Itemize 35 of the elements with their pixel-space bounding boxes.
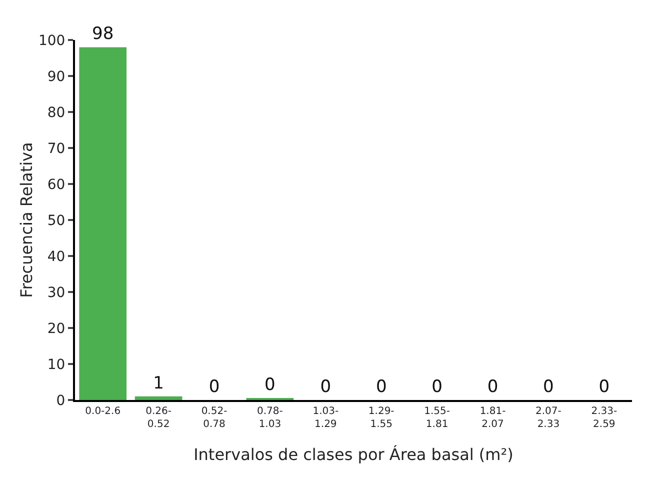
y-tick-label: 100 bbox=[38, 32, 66, 49]
data-label: 0 bbox=[376, 377, 387, 397]
bar bbox=[134, 396, 182, 400]
data-label: 98 bbox=[92, 24, 114, 44]
data-label: 0 bbox=[543, 377, 554, 397]
data-label: 0 bbox=[320, 377, 332, 397]
x-tick-label: 0.0-2.6 bbox=[85, 406, 121, 417]
x-tick-label: 2.07- 2.33 bbox=[536, 406, 562, 430]
data-label: 0 bbox=[487, 377, 498, 397]
data-label: 0 bbox=[598, 377, 610, 397]
data-label: 1 bbox=[153, 373, 164, 394]
data-label: 0 bbox=[208, 377, 220, 397]
data-label: 0 bbox=[432, 377, 442, 397]
y-tick-label: 90 bbox=[47, 68, 66, 85]
y-tick-label: 0 bbox=[56, 392, 66, 409]
y-tick-label: 20 bbox=[47, 320, 66, 337]
x-tick-label: 0.52- 0.78 bbox=[201, 406, 228, 430]
x-tick-label: 0.26- 0.52 bbox=[146, 406, 172, 430]
y-tick-label: 40 bbox=[47, 248, 66, 265]
x-tick-label: 1.55- 1.81 bbox=[424, 406, 450, 430]
y-tick-label: 70 bbox=[47, 140, 66, 157]
data-label: 0 bbox=[264, 375, 276, 395]
bar bbox=[79, 47, 127, 400]
y-tick-label: 80 bbox=[47, 104, 66, 121]
y-tick-label: 10 bbox=[47, 356, 66, 373]
x-tick-label: 1.29- 1.55 bbox=[368, 406, 395, 430]
x-tick-label: 2.33- 2.59 bbox=[591, 406, 618, 430]
x-axis-title: Intervalos de clases por Área basal (m²) bbox=[194, 445, 514, 464]
x-tick-label: 1.03- 1.29 bbox=[312, 406, 339, 430]
y-tick-label: 50 bbox=[47, 212, 66, 229]
y-tick-label: 60 bbox=[47, 176, 66, 193]
y-axis-title: Frecuencia Relativa bbox=[17, 142, 36, 298]
y-tick-label: 30 bbox=[47, 284, 66, 301]
x-tick-label: 0.78- 1.03 bbox=[257, 406, 284, 430]
x-tick-label: 1.81- 2.07 bbox=[480, 406, 506, 430]
